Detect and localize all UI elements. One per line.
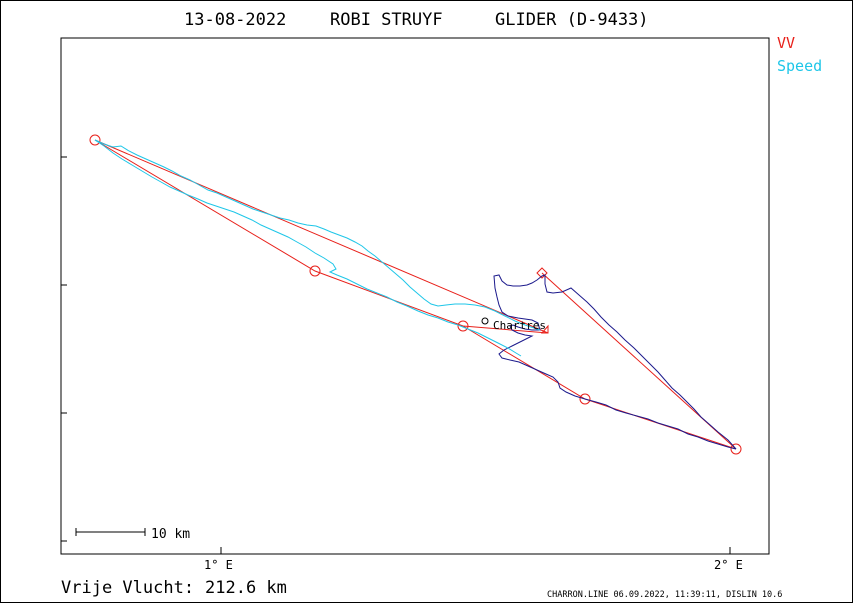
x-ticks xyxy=(220,547,731,554)
finish-marker xyxy=(540,324,549,334)
scale-bar xyxy=(75,528,146,536)
turnpoint-marker xyxy=(89,134,101,146)
footer-distance-label: Vrije Vlucht: xyxy=(61,578,194,598)
header-pilot: ROBI STRUYF xyxy=(330,10,443,30)
turnpoint-marker xyxy=(579,393,591,405)
footer-distance-value: 212.6 km xyxy=(205,578,287,598)
header-date: 13-08-2022 xyxy=(184,10,286,30)
track-fast-lower xyxy=(94,139,522,357)
y-ticks xyxy=(61,156,67,542)
start-marker xyxy=(536,267,548,279)
turnpoint-marker xyxy=(457,320,469,332)
track-slow-east xyxy=(493,274,737,450)
task-triangle-east xyxy=(462,272,737,450)
task-turnpoints xyxy=(89,134,742,455)
header-aircraft: GLIDER (D-9433) xyxy=(495,10,649,30)
place-label: Chartres xyxy=(493,319,546,332)
plot-frame xyxy=(60,37,770,555)
place-marker xyxy=(481,317,489,325)
scale-bar-label: 10 km xyxy=(151,527,190,542)
track-fast-upper xyxy=(94,139,541,331)
turnpoint-marker xyxy=(730,443,742,455)
legend-speed: Speed xyxy=(777,57,822,75)
task-triangle-west xyxy=(94,139,549,334)
legend-vv: VV xyxy=(777,34,795,52)
turnpoint-marker xyxy=(309,265,321,277)
footer-credits: CHARRON.LINE 06.09.2022, 11:39:11, DISLI… xyxy=(547,590,782,600)
x-tick-label-2e: 2° E xyxy=(714,558,743,572)
x-tick-label-1e: 1° E xyxy=(204,558,233,572)
